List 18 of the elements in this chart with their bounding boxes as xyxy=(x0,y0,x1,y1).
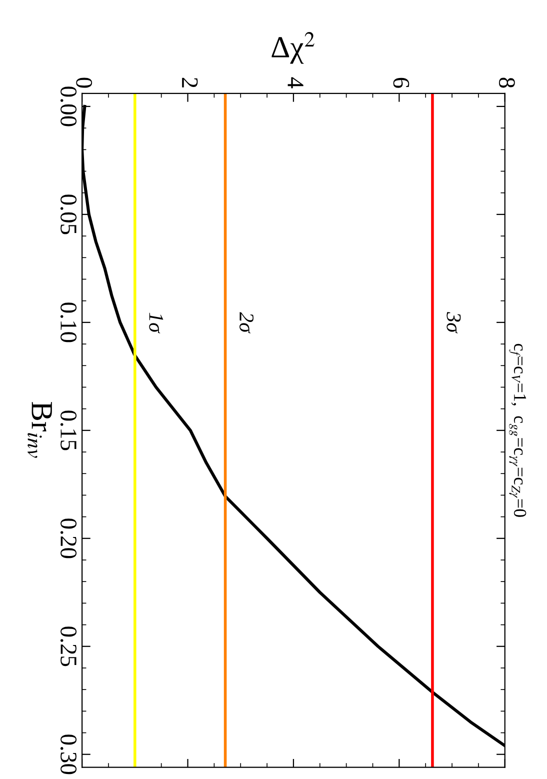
text: c$_{f}$=c$_{V}$=1, c$_{gg}$=c$_{γγ}$=c$_{Zγ}$=0 xyxy=(509,344,526,517)
x-tick-label: 8 xyxy=(498,78,515,88)
x-tick-label: 0 xyxy=(76,78,92,88)
y-tick-label: 0.20 xyxy=(60,518,77,558)
y-tick-label: 0.05 xyxy=(60,194,77,234)
x-axis-title: Δχ$^{2}$ xyxy=(272,32,314,64)
y-tick-label: 0.00 xyxy=(60,86,77,126)
ref-line-label: 1σ xyxy=(149,312,164,334)
ref-line-label: 3σ xyxy=(446,312,461,334)
x-tick-label: 4 xyxy=(288,77,304,88)
ref-line-label: 2σ xyxy=(240,312,254,334)
x-tick-label: 6 xyxy=(393,78,410,88)
y-tick-label: 0.10 xyxy=(60,302,77,342)
y-tick-label: 0.30 xyxy=(60,734,77,774)
y-tick-label: 0.15 xyxy=(60,410,77,450)
y-tick-label: 0.25 xyxy=(60,626,77,666)
x-tick-label: 2 xyxy=(182,78,198,88)
y-axis-title: Br$_{inv}$ xyxy=(27,402,52,458)
